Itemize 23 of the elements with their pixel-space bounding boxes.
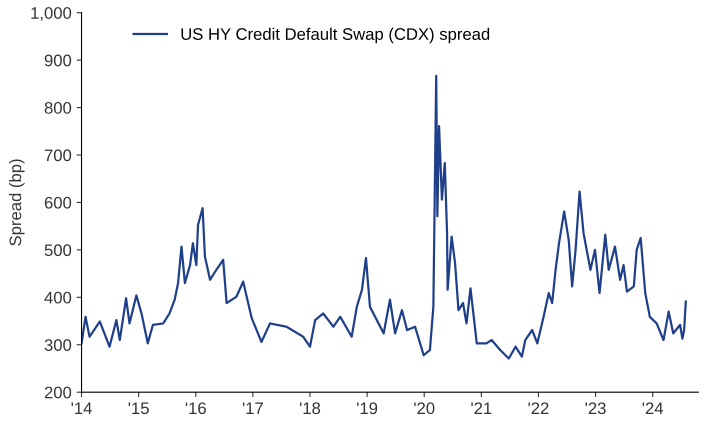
x-tick-label: '21 — [471, 402, 492, 414]
y-tick-label: 800 — [44, 102, 72, 114]
y-tick-label: 200 — [44, 386, 72, 398]
x-tick-label: '24 — [642, 402, 664, 414]
y-tick-label: 600 — [44, 196, 72, 209]
x-tick-label: '18 — [300, 402, 320, 414]
y-tick-label: 500 — [44, 244, 72, 256]
y-axis-title: Spread (bp) — [9, 159, 25, 246]
x-tick-label: '15 — [128, 402, 149, 414]
y-tick-label: 700 — [44, 149, 72, 162]
y-tick-label: 1,000 — [31, 7, 72, 21]
x-tick-label: '22 — [528, 402, 548, 414]
legend-label: US HY Credit Default Swap (CDX) spread — [182, 28, 490, 44]
x-tick-label: '16 — [186, 402, 206, 414]
line-series — [82, 74, 687, 360]
y-tick-label: 400 — [44, 292, 72, 304]
x-tick-label: '23 — [586, 402, 606, 414]
y-tick-label: 900 — [44, 54, 72, 66]
x-tick-label: '17 — [242, 402, 263, 414]
y-tick-label: 300 — [44, 339, 72, 351]
x-tick-label: '14 — [72, 402, 92, 414]
x-tick-label: '20 — [414, 402, 434, 414]
x-tick-label: '19 — [357, 402, 378, 414]
